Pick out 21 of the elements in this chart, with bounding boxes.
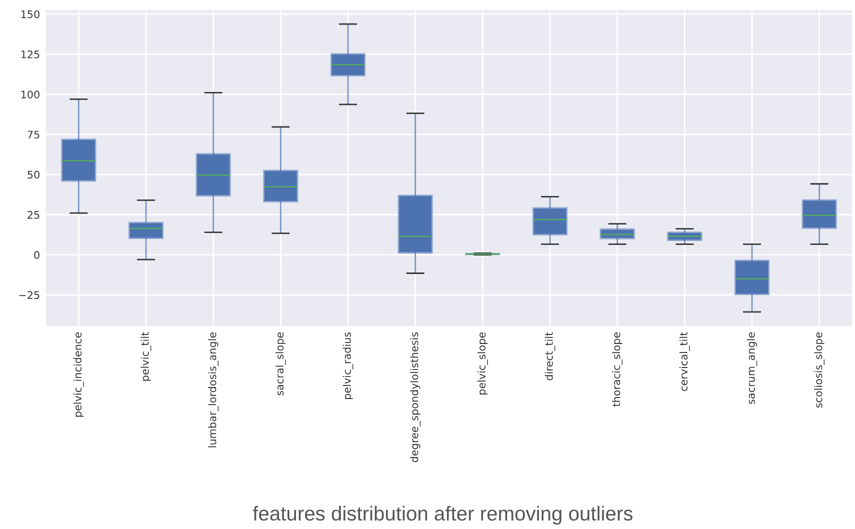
x-tick-label: lumbar_lordosis_angle [208,332,219,448]
y-tick-label: 50 [28,170,40,179]
x-tick-label: direct_tilt [544,332,556,380]
y-tick-label: 25 [28,210,40,219]
x-tick-label: sacral_slope [275,332,286,396]
x-tick-label: pelvic_tilt [140,332,152,381]
x-tick-label: sacrum_angle [746,332,758,404]
x-tick-label: cervical_tilt [679,332,690,391]
x-tick-label: degree_spondylolisthesis [410,332,421,462]
y-tick-label: 0 [34,251,40,259]
x-tick-label: scoliosis_slope [814,332,825,408]
y-tick-label: 75 [28,130,40,139]
y-tick-label: 125 [21,50,40,58]
y-tick-label: −25 [19,291,40,300]
text: features distribution after removing outliers [252,506,632,525]
x-tick-label: thoracic_slope [612,332,623,407]
y-tick-label: 100 [21,90,40,98]
y-tick-label: 150 [21,10,40,18]
x-tick-label: pelvic_slope [477,332,488,395]
x-tick-label: pelvic_radius [342,332,354,400]
x-tick-label: pelvic_incidence [73,332,84,417]
